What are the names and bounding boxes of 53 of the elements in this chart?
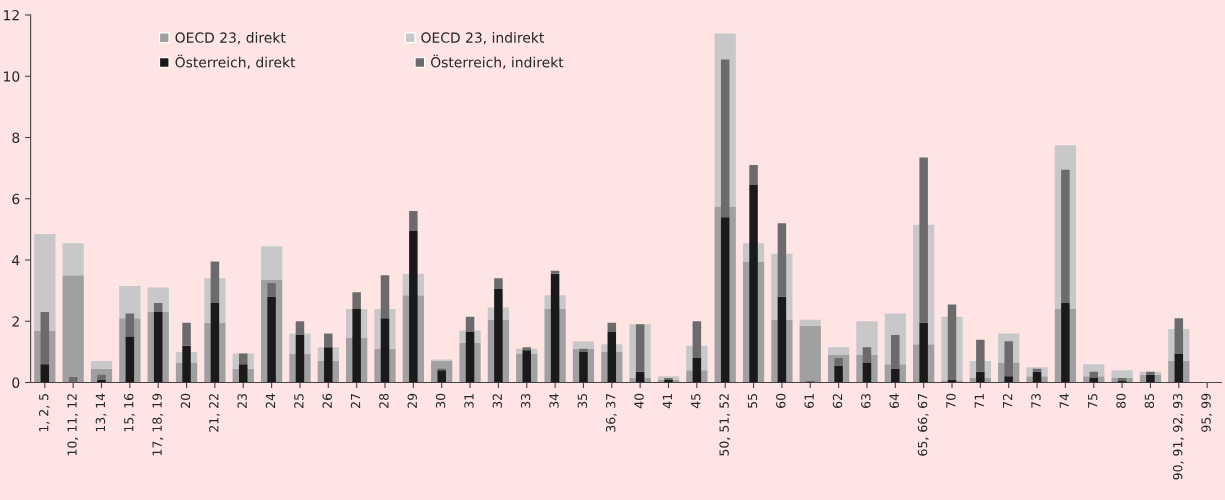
x-tick-label: 85 — [1144, 394, 1155, 408]
x-tick-label: 74 — [1059, 393, 1069, 408]
x-tick-label: 80 — [1116, 393, 1126, 408]
x-tick-label: 73 — [1031, 393, 1041, 408]
x-tick-label: 24 — [265, 393, 276, 408]
x-tick-label: 10, 11, 12 — [67, 394, 79, 456]
x-tick-label: 30 — [435, 393, 446, 408]
legend-label: Österreich, indirekt — [431, 54, 564, 69]
y-tick-label: 6 — [12, 193, 20, 205]
legend-label: OECD 23, direkt — [175, 32, 286, 45]
x-tick-label: 25 — [294, 394, 304, 408]
x-tick-label: 95, 99 — [1201, 393, 1213, 432]
x-tick-label: 71 — [974, 394, 984, 408]
x-tick-label: 28 — [379, 393, 389, 408]
x-tick-label: 55 — [747, 394, 758, 408]
x-tick-label: 60 — [776, 393, 786, 408]
x-tick-label: 34 — [549, 393, 559, 408]
x-tick-label: 33 — [520, 393, 531, 408]
x-tick-label: 23 — [237, 393, 247, 408]
y-tick-label: 12 — [4, 9, 19, 21]
x-tick-label: 20 — [180, 393, 191, 408]
x-tick-label: 32 — [492, 394, 503, 408]
legend-label: Österreich, direkt — [175, 54, 296, 69]
legend-label: OECD 23, indirekt — [421, 32, 544, 45]
x-tick-label: 65, 66, 67 — [917, 393, 929, 456]
x-tick-label: 1, 2, 5 — [38, 394, 50, 432]
x-tick-label: 72 — [1002, 394, 1013, 408]
x-tick-label: 31 — [464, 394, 474, 408]
x-tick-label: 64 — [889, 393, 899, 408]
x-tick-label: 15, 16 — [124, 393, 135, 432]
x-tick-label: 63 — [861, 393, 871, 408]
y-tick-label: 2 — [12, 316, 19, 327]
x-tick-label: 36, 37 — [605, 393, 617, 432]
x-tick-label: 17, 18, 19 — [152, 393, 164, 456]
x-tick-label: 62 — [832, 394, 843, 408]
x-tick-label: 50, 51, 52 — [719, 394, 731, 456]
y-tick-label: 4 — [12, 255, 20, 266]
y-tick-label: 8 — [12, 132, 20, 143]
x-tick-label: 35 — [577, 394, 588, 408]
x-tick-label: 45 — [691, 394, 701, 409]
y-tick-label: 10 — [4, 71, 20, 82]
x-tick-label: 13, 14 — [95, 393, 107, 432]
x-tick-label: 40 — [634, 393, 644, 409]
x-tick-label: 61 — [804, 394, 814, 408]
x-tick-label: 90, 91, 92, 93 — [1172, 393, 1184, 480]
x-tick-label: 29 — [407, 393, 417, 408]
x-tick-label: 27 — [350, 393, 361, 408]
y-tick-label: 0 — [12, 377, 20, 388]
x-tick-label: 70 — [946, 393, 956, 408]
x-tick-label: 21, 22 — [209, 394, 220, 432]
x-tick-label: 41 — [662, 394, 672, 409]
x-tick-label: 75 — [1088, 394, 1098, 408]
x-tick-label: 26 — [322, 393, 332, 408]
